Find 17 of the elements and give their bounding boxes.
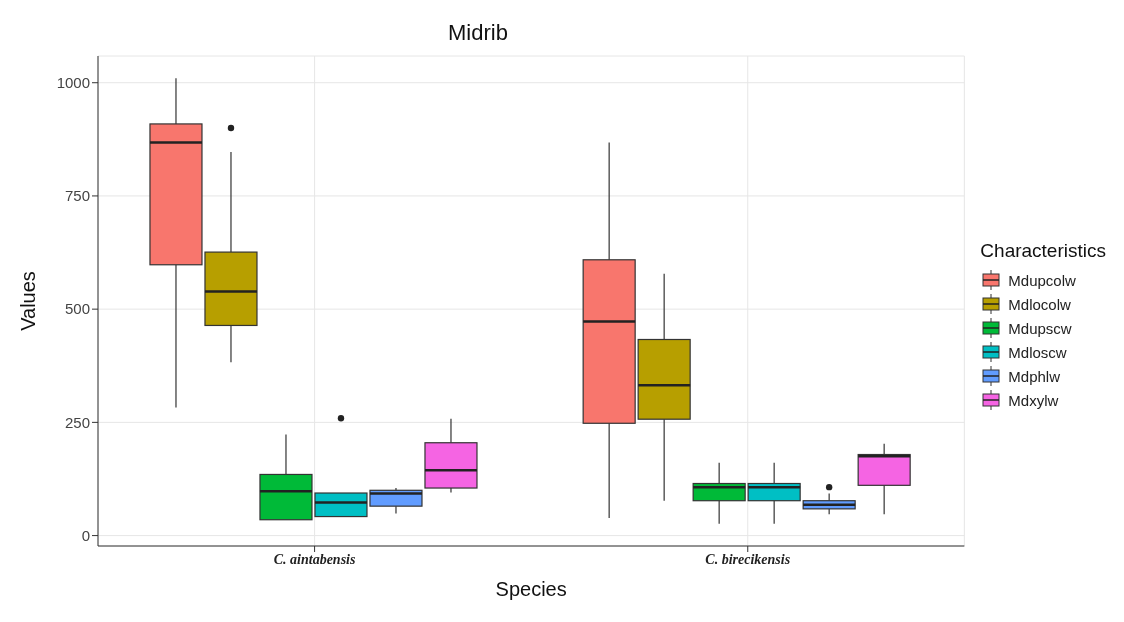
legend-label: Mdloscw: [1007, 342, 1068, 363]
y-tick-label: 250: [64, 413, 90, 431]
legend-title: Characteristics: [980, 240, 1106, 262]
y-tick-label: 500: [64, 300, 90, 318]
chart-title: Midrib: [447, 19, 509, 46]
x-tick-label: C. aintabensis: [273, 551, 356, 567]
y-tick-label: 1000: [56, 74, 90, 92]
x-tick-label: C. birecikensis: [705, 551, 791, 567]
y-tick-label: 750: [64, 187, 90, 205]
x-axis-title: Species: [495, 578, 567, 600]
y-tick-label: 0: [81, 526, 90, 544]
legend-label: Mdupcolw: [1007, 270, 1077, 291]
legend-label: Mdupscw: [1007, 318, 1073, 339]
legend-label: Mdlocolw: [1007, 294, 1072, 315]
y-axis-title: Values: [17, 271, 40, 331]
legend-label: Mdphlw: [1007, 366, 1062, 387]
legend-label: Mdxylw: [1007, 390, 1060, 411]
